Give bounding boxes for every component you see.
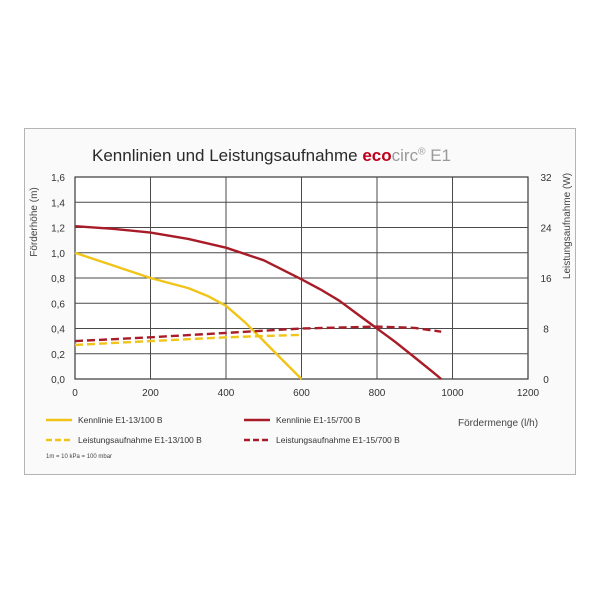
- chart-title: Kennlinien und Leistungsaufnahme ecocirc…: [92, 146, 451, 166]
- y-left-axis-label: Förderhöhe (m): [29, 187, 40, 256]
- y-right-tick-label: 8: [543, 325, 549, 336]
- unit-note: 1m = 10 kPa = 100 mbar: [46, 454, 112, 460]
- brand-eco: eco: [362, 146, 392, 165]
- legend-label-1: Kennlinie E1-13/100 B: [78, 415, 163, 425]
- y-right-tick-label: 16: [540, 274, 552, 285]
- y-left-tick-label: 0,0: [51, 375, 65, 386]
- y-left-tick-label: 0,6: [51, 299, 65, 310]
- y-left-tick-labels: 0,0 0,2 0,4 0,6 0,8 1,0 1,2 1,4 1,6: [51, 173, 65, 386]
- x-tick-label: 1000: [441, 388, 464, 399]
- y-left-tick-label: 1,0: [51, 249, 65, 260]
- series-line-2: [74, 225, 442, 380]
- legend: Kennlinie E1-13/100 B Kennlinie E1-15/700…: [46, 415, 400, 445]
- legend-label-4: Leistungsaufnahme E1-15/700 B: [276, 435, 400, 445]
- brand-model: E1: [430, 146, 451, 165]
- series-group: [74, 225, 442, 380]
- y-right-axis-label: Leistungsaufnahme (W): [562, 173, 573, 279]
- x-tick-label: 600: [293, 388, 310, 399]
- x-tick-label: 800: [369, 388, 386, 399]
- y-left-tick-label: 0,8: [51, 274, 65, 285]
- brand-circ: circ: [391, 146, 419, 165]
- x-tick-label: 0: [72, 388, 78, 399]
- y-left-tick-label: 0,4: [51, 325, 65, 336]
- x-tick-labels: 0 200 400 600 800 1000 1200: [72, 388, 539, 399]
- series-line-1: [74, 251, 303, 380]
- x-axis-label: Fördermenge (l/h): [458, 418, 538, 429]
- x-tick-label: 200: [142, 388, 159, 399]
- legend-label-2: Kennlinie E1-15/700 B: [276, 415, 361, 425]
- y-right-tick-label: 32: [540, 173, 552, 184]
- y-right-tick-label: 24: [540, 224, 552, 235]
- y-right-tick-label: 0: [543, 375, 549, 386]
- y-left-tick-label: 1,6: [51, 173, 65, 184]
- x-tick-label: 400: [218, 388, 235, 399]
- y-left-tick-label: 1,2: [51, 224, 65, 235]
- y-right-tick-labels: 0 8 16 24 32: [540, 173, 552, 386]
- y-left-tick-label: 0,2: [51, 350, 65, 361]
- series-line-3: [74, 333, 302, 347]
- brand-registered: ®: [418, 146, 426, 158]
- series-line-4: [74, 325, 442, 343]
- title-main: Kennlinien und Leistungsaufnahme: [92, 146, 358, 165]
- y-left-tick-label: 1,4: [51, 198, 65, 209]
- legend-label-3: Leistungsaufnahme E1-13/100 B: [78, 435, 202, 445]
- x-tick-label: 1200: [517, 388, 540, 399]
